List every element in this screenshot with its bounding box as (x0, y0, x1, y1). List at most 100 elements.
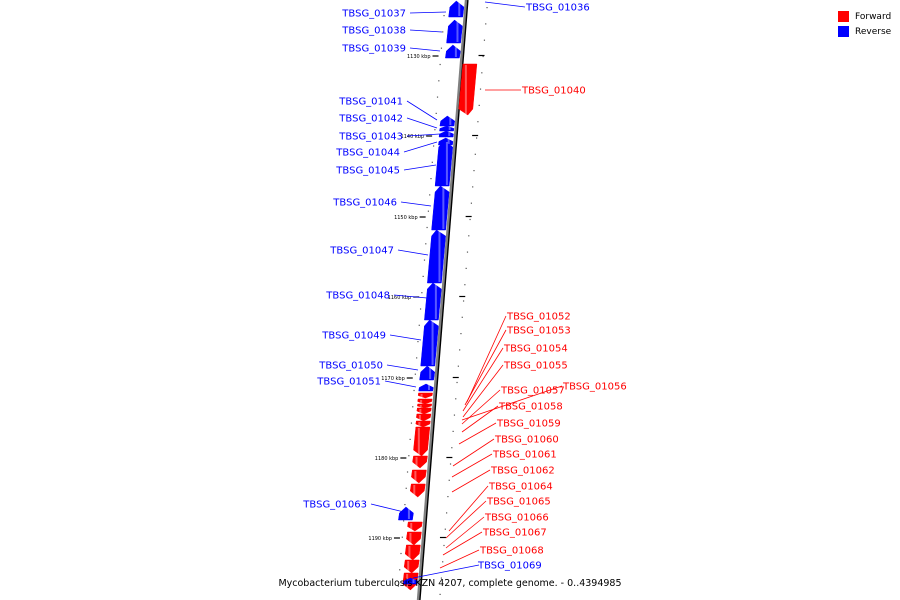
gene-arrow[interactable] (435, 141, 453, 186)
gene-arrow[interactable] (424, 283, 441, 320)
gene-label[interactable]: TBSG_01067 (482, 528, 547, 539)
gene-label[interactable]: TBSG_01063 (302, 500, 367, 511)
leader-line (404, 142, 437, 152)
gene-arrow[interactable] (447, 20, 463, 43)
gene-label[interactable]: TBSG_01066 (484, 513, 549, 524)
gene-label[interactable]: TBSG_01054 (503, 344, 568, 355)
leader-line (485, 2, 525, 7)
gene-label[interactable]: TBSG_01038 (341, 26, 406, 37)
gene-arrow[interactable] (398, 507, 413, 520)
gene-label[interactable]: TBSG_01058 (498, 402, 563, 413)
gene-label[interactable]: TBSG_01050 (318, 361, 383, 372)
gene-arrow[interactable] (418, 399, 432, 404)
gene-arrow[interactable] (445, 45, 460, 58)
leader-line (440, 550, 479, 568)
gene-arrow[interactable] (418, 393, 432, 398)
tick-mark (447, 496, 448, 497)
tick-mark (476, 137, 477, 138)
gene-label[interactable]: TBSG_01057 (500, 386, 565, 397)
leader-line (463, 348, 503, 411)
tick-mark (433, 145, 434, 146)
gene-arrow[interactable] (440, 116, 455, 126)
gene-arrow[interactable] (406, 532, 421, 545)
gene-label[interactable]: TBSG_01046 (332, 198, 397, 209)
genome-map: 1130 kbp1140 kbp1150 kbp1160 kbp1170 kbp… (0, 0, 900, 600)
gene-label[interactable]: TBSG_01056 (562, 382, 627, 393)
gene-arrow[interactable] (421, 320, 439, 366)
gene-label[interactable]: TBSG_01039 (341, 44, 406, 55)
tick-mark (485, 23, 486, 24)
tick-mark (399, 569, 400, 570)
tick-mark (432, 162, 433, 163)
gene-label[interactable]: TBSG_01053 (506, 326, 571, 337)
tick-mark (408, 455, 409, 456)
gene-label[interactable]: TBSG_01065 (486, 497, 551, 508)
scale-label: 1130 kbp (407, 54, 431, 60)
gene-label[interactable]: TBSG_01049 (321, 331, 386, 342)
scale-label: 1180 kbp (375, 456, 399, 462)
gene-label[interactable]: TBSG_01064 (488, 482, 553, 493)
gene-label[interactable]: TBSG_01040 (521, 86, 586, 97)
gene-label[interactable]: TBSG_01043 (338, 132, 403, 143)
scale-label: 1140 kbp (401, 134, 425, 140)
gene-label[interactable]: TBSG_01044 (335, 148, 400, 159)
gene-arrow[interactable] (419, 384, 434, 391)
gene-arrow[interactable] (417, 404, 431, 408)
leader-line (465, 330, 506, 405)
gene-arrow[interactable] (410, 484, 425, 497)
gene-label[interactable]: TBSG_01061 (492, 450, 557, 461)
genome-backbone (418, 0, 467, 600)
tick-mark (412, 406, 413, 407)
gene-label[interactable]: TBSG_01059 (496, 419, 561, 430)
gene-label[interactable]: TBSG_01068 (479, 546, 544, 557)
gene-arrow[interactable] (405, 545, 420, 560)
tick-mark (415, 374, 416, 375)
gene-arrow[interactable] (417, 408, 431, 414)
gene-label[interactable]: TBSG_01037 (341, 9, 406, 20)
tick-mark (464, 284, 465, 285)
gene-label[interactable]: TBSG_01036 (525, 3, 590, 14)
gene-label[interactable]: TBSG_01041 (338, 97, 403, 108)
leader-line (401, 202, 431, 206)
tick-mark (436, 113, 437, 114)
gene-arrow[interactable] (449, 1, 464, 17)
leader-line (453, 439, 494, 466)
gene-label[interactable]: TBSG_01047 (329, 246, 394, 257)
tick-mark (437, 97, 438, 98)
genome-caption: Mycobacterium tuberculosis KZN 4207, com… (0, 578, 900, 589)
tick-mark (434, 129, 435, 130)
gene-label[interactable]: TBSG_01042 (338, 114, 403, 125)
gene-label[interactable]: TBSG_01048 (325, 291, 390, 302)
tick-mark (416, 357, 417, 358)
gene-label[interactable]: TBSG_01060 (494, 435, 559, 446)
gene-label[interactable]: TBSG_01055 (503, 361, 568, 372)
gene-arrow[interactable] (440, 126, 454, 131)
gene-arrow[interactable] (408, 522, 423, 531)
leader-line (387, 365, 418, 370)
gene-label[interactable]: TBSG_01062 (490, 466, 555, 477)
tick-mark (430, 178, 431, 179)
gene-label[interactable]: TBSG_01069 (477, 561, 542, 572)
leader-line (449, 486, 488, 531)
tick-mark (442, 561, 443, 562)
tick-mark (467, 252, 468, 253)
gene-arrow[interactable] (413, 456, 428, 468)
gene-arrow[interactable] (411, 470, 426, 483)
gene-arrow[interactable] (432, 186, 450, 230)
gene-arrow[interactable] (420, 366, 435, 380)
tick-mark (421, 292, 422, 293)
gene-arrow[interactable] (439, 131, 453, 137)
tick-mark (484, 40, 485, 41)
gene-arrow[interactable] (416, 421, 430, 427)
gene-arrow[interactable] (416, 414, 431, 421)
gene-label[interactable]: TBSG_01052 (506, 312, 571, 323)
gene-arrow[interactable] (414, 427, 430, 456)
tick-mark (403, 520, 404, 521)
gene-label[interactable]: TBSG_01051 (316, 377, 381, 388)
legend-label-forward: Forward (855, 12, 891, 22)
tick-mark (417, 341, 418, 342)
tick-mark (402, 537, 403, 538)
gene-label[interactable]: TBSG_01045 (335, 166, 400, 177)
tick-mark (428, 211, 429, 212)
gene-arrow[interactable] (404, 560, 419, 573)
